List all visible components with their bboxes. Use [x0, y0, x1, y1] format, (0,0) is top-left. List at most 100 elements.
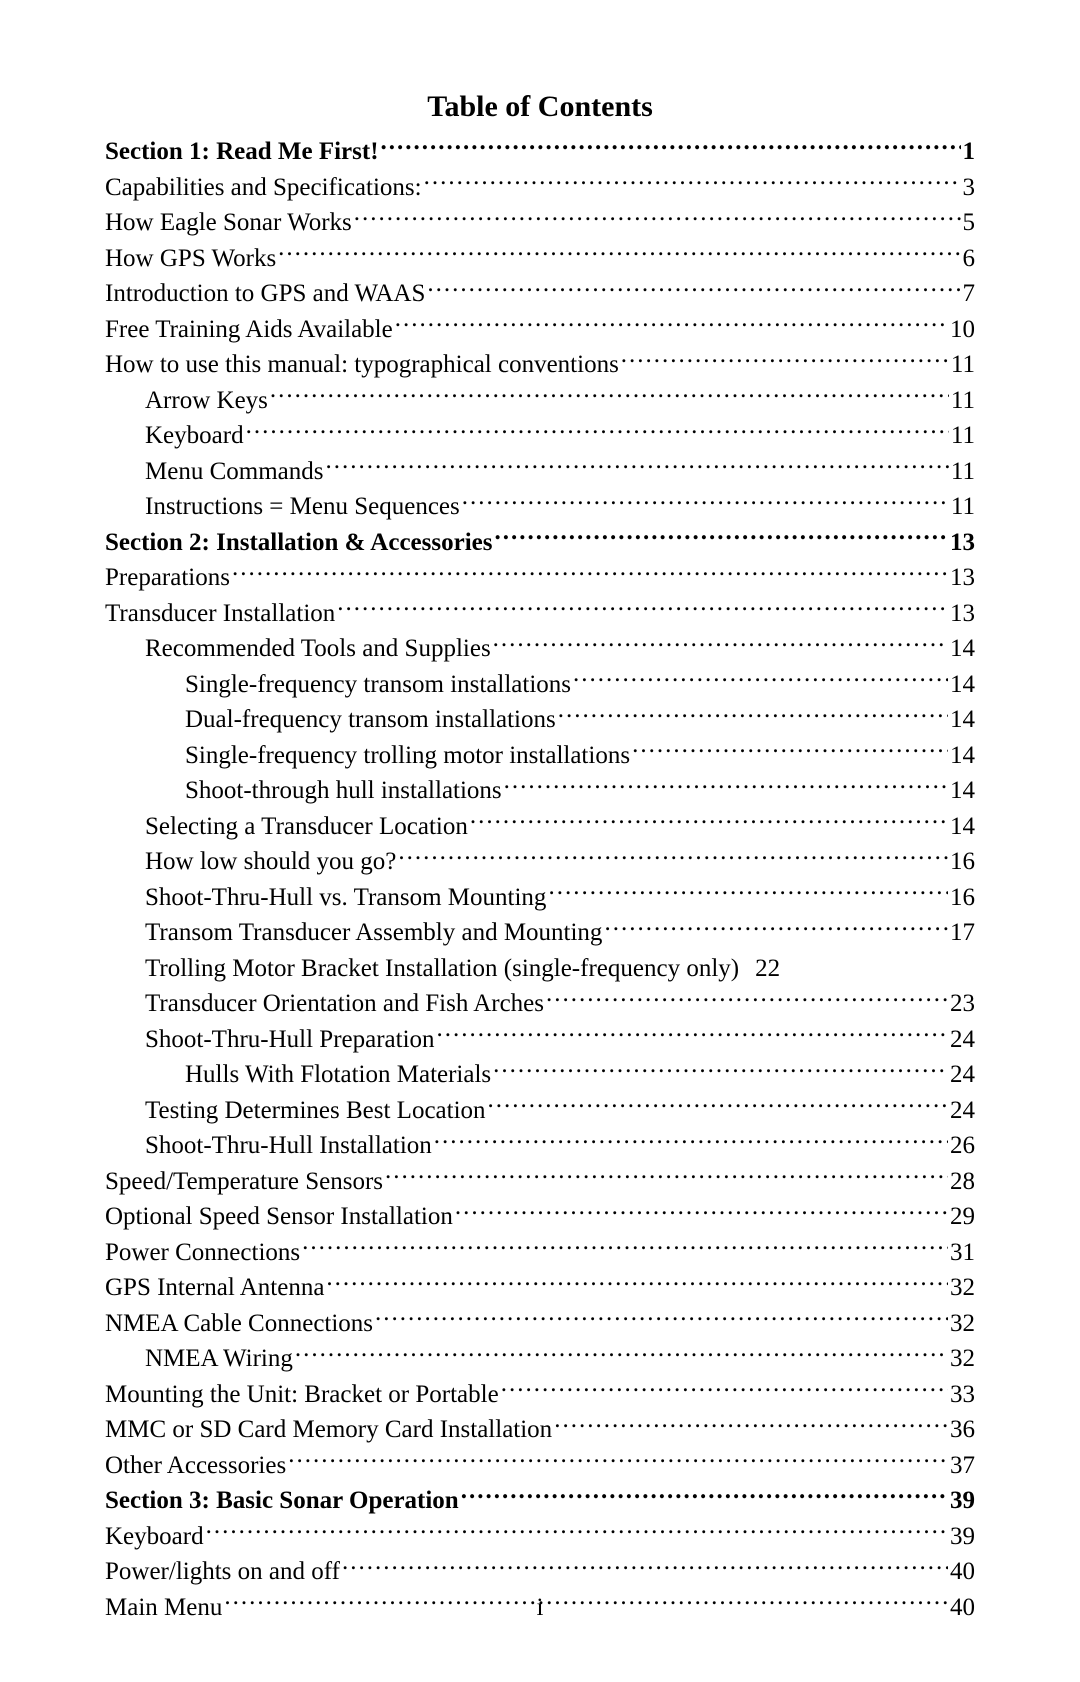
toc-entry-label: Preparations: [105, 560, 230, 596]
toc-entry: Mounting the Unit: Bracket or Portable 33: [105, 1377, 975, 1413]
toc-leader-dots: [325, 454, 948, 479]
toc-leader-dots: [546, 986, 948, 1011]
toc-leader-dots: [424, 170, 961, 195]
toc-leader-dots: [558, 702, 948, 727]
toc-entry: Selecting a Transducer Location14: [105, 809, 975, 845]
toc-entry-label: Introduction to GPS and WAAS: [105, 276, 425, 312]
toc-leader-dots: [295, 1341, 948, 1366]
toc-entry-page: 14: [950, 738, 975, 774]
toc-entry-page: 11: [951, 454, 975, 490]
toc-entry: GPS Internal Antenna32: [105, 1270, 975, 1306]
toc-entry: Optional Speed Sensor Installation29: [105, 1199, 975, 1235]
toc-entry-page: 11: [951, 347, 975, 383]
toc-leader-dots: [488, 1093, 948, 1118]
toc-leader-dots: [427, 276, 960, 301]
toc-entry-label: How low should you go?: [145, 844, 396, 880]
toc-entry-label: Single-frequency transom installations: [185, 667, 571, 703]
toc-entry-label: Power Connections: [105, 1235, 300, 1271]
toc-entry: Recommended Tools and Supplies14: [105, 631, 975, 667]
toc-entry-label: Recommended Tools and Supplies: [145, 631, 491, 667]
toc-entry-page: 14: [950, 667, 975, 703]
toc-leader-dots: [375, 1306, 948, 1331]
toc-entry: How GPS Works6: [105, 241, 975, 277]
toc-entry-label: Single-frequency trolling motor installa…: [185, 738, 630, 774]
toc-entry-label: Menu Commands: [145, 454, 323, 490]
toc-entry-label: How to use this manual: typographical co…: [105, 347, 619, 383]
toc-leader-dots: [493, 631, 948, 656]
toc-entry: Trolling Motor Bracket Installation (sin…: [105, 951, 975, 987]
toc-entry-label: Shoot-through hull installations: [185, 773, 502, 809]
toc-entry-page: 11: [951, 383, 975, 419]
toc-entry-page: 40: [950, 1554, 975, 1590]
toc-entry: NMEA Wiring32: [105, 1341, 975, 1377]
toc-entry-label: Transom Transducer Assembly and Mounting: [145, 915, 602, 951]
toc-entry-label: Other Accessories: [105, 1448, 286, 1484]
toc-entry: Keyboard11: [105, 418, 975, 454]
toc-entry-label: Shoot-Thru-Hull vs. Transom Mounting: [145, 880, 546, 916]
toc-entry: Transducer Installation13: [105, 596, 975, 632]
toc-leader-dots: [548, 880, 948, 905]
toc-entry: Transom Transducer Assembly and Mounting…: [105, 915, 975, 951]
toc-entry: Dual-frequency transom installations 14: [105, 702, 975, 738]
toc-leader-dots: [554, 1412, 948, 1437]
toc-entry-page: 22: [755, 951, 780, 987]
toc-entry: Other Accessories37: [105, 1448, 975, 1484]
toc-entry-page: 24: [950, 1093, 975, 1129]
toc-leader-dots: [302, 1235, 948, 1260]
toc-entry: Section 2: Installation & Accessories13: [105, 525, 975, 561]
toc-entry-page: 32: [950, 1270, 975, 1306]
toc-entry-page: 28: [950, 1164, 975, 1200]
toc-leader-dots: [632, 738, 948, 763]
toc-entry: Testing Determines Best Location 24: [105, 1093, 975, 1129]
toc-leader-dots: [504, 773, 948, 798]
toc-entry: Introduction to GPS and WAAS7: [105, 276, 975, 312]
toc-entry-page: 33: [950, 1377, 975, 1413]
toc-leader-dots: [604, 915, 948, 940]
toc-leader-dots: [493, 1057, 948, 1082]
toc-entry-label: How Eagle Sonar Works: [105, 205, 352, 241]
toc-leader-dots: [354, 205, 961, 230]
toc-entry: Hulls With Flotation Materials 24: [105, 1057, 975, 1093]
toc-entry-page: 39: [950, 1483, 975, 1519]
toc-entry-page: 11: [951, 489, 975, 525]
toc-leader-dots: [278, 241, 960, 266]
toc-title: Table of Contents: [105, 90, 975, 124]
toc-entry-page: 36: [950, 1412, 975, 1448]
toc-entry: NMEA Cable Connections32: [105, 1306, 975, 1342]
toc-entry: Shoot-Thru-Hull Installation26: [105, 1128, 975, 1164]
toc-entry-label: Hulls With Flotation Materials: [185, 1057, 491, 1093]
toc-leader-dots: [434, 1128, 948, 1153]
toc-entry: Shoot-Thru-Hull vs. Transom Mounting16: [105, 880, 975, 916]
toc-entry-page: 29: [950, 1199, 975, 1235]
toc-entry: Section 3: Basic Sonar Operation 39: [105, 1483, 975, 1519]
toc-entry: How Eagle Sonar Works5: [105, 205, 975, 241]
toc-entry-page: 11: [951, 418, 975, 454]
page-number: i: [0, 1594, 1080, 1622]
toc-entry: Arrow Keys11: [105, 383, 975, 419]
toc-entry-page: 14: [950, 702, 975, 738]
toc-entry-page: 24: [950, 1057, 975, 1093]
toc-list: Section 1: Read Me First!1Capabilities a…: [105, 134, 975, 1625]
toc-entry-label: Mounting the Unit: Bracket or Portable: [105, 1377, 499, 1413]
toc-entry-label: Section 3: Basic Sonar Operation: [105, 1483, 459, 1519]
toc-entry-label: MMC or SD Card Memory Card Installation: [105, 1412, 552, 1448]
toc-entry: Free Training Aids Available10: [105, 312, 975, 348]
toc-entry-page: 17: [950, 915, 975, 951]
toc-leader-dots: [337, 596, 948, 621]
toc-entry-page: 23: [950, 986, 975, 1022]
toc-entry: Section 1: Read Me First!1: [105, 134, 975, 170]
toc-entry-label: Testing Determines Best Location: [145, 1093, 486, 1129]
toc-entry: Preparations13: [105, 560, 975, 596]
toc-entry-label: Transducer Orientation and Fish Arches: [145, 986, 544, 1022]
toc-entry-label: Dual-frequency transom installations: [185, 702, 556, 738]
toc-entry: Shoot-through hull installations 14: [105, 773, 975, 809]
toc-entry: MMC or SD Card Memory Card Installation 3…: [105, 1412, 975, 1448]
toc-entry-label: Instructions = Menu Sequences: [145, 489, 460, 525]
toc-entry-label: Keyboard: [105, 1519, 204, 1555]
toc-entry-page: 1: [963, 134, 976, 170]
toc-entry-label: Capabilities and Specifications:: [105, 170, 422, 206]
toc-entry: Shoot-Thru-Hull Preparation24: [105, 1022, 975, 1058]
toc-leader-dots: [455, 1199, 948, 1224]
toc-entry: Speed/Temperature Sensors28: [105, 1164, 975, 1200]
toc-entry-page: 14: [950, 773, 975, 809]
